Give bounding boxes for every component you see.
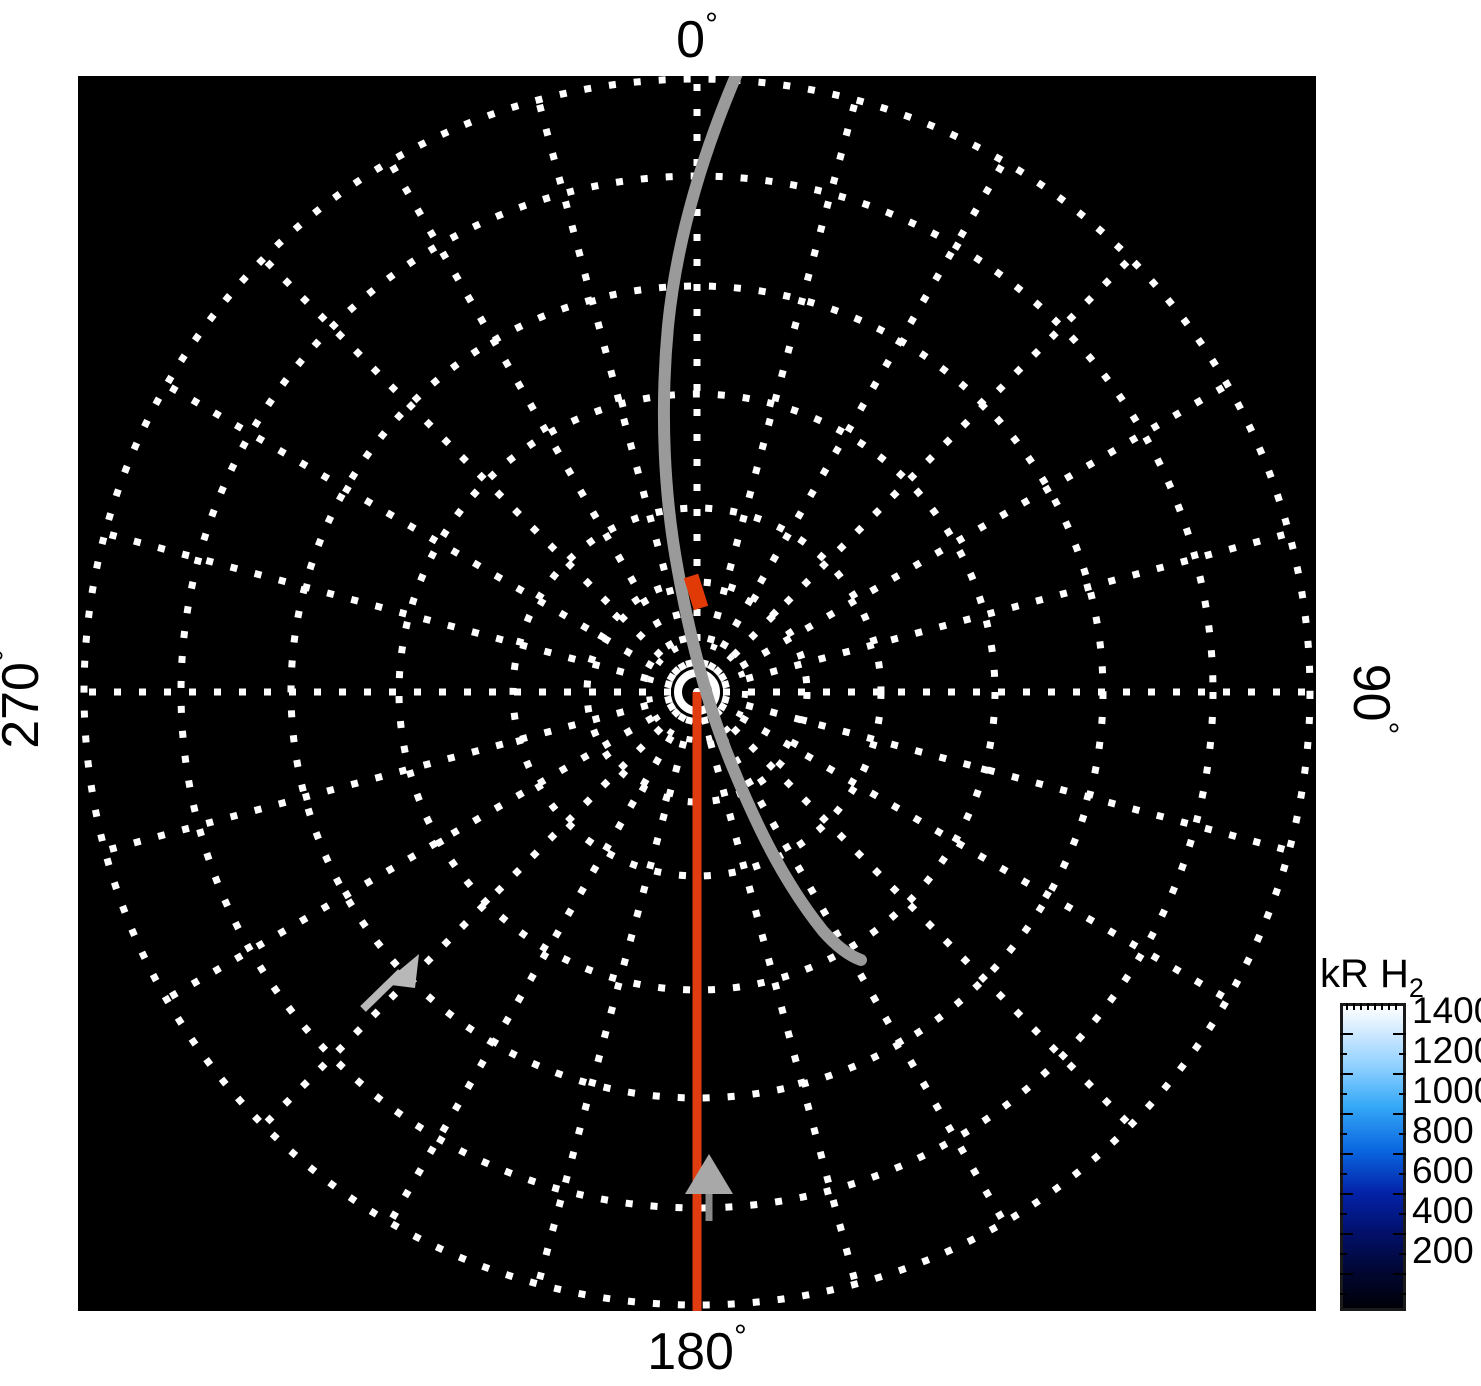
angle-label-180: 180° [0, 1320, 1394, 1378]
angle-label-270-value: 270 [0, 662, 50, 749]
track-highlight-segment [683, 573, 709, 611]
angle-label-90-value: 90 [1342, 663, 1400, 722]
colorbar-tick-label-200: 200 [1412, 1230, 1474, 1271]
colorbar-gradient [1340, 1003, 1406, 1311]
colorbar-title-main: kR H [1320, 952, 1409, 996]
polar-plot-panel[interactable] [78, 76, 1316, 1311]
degree-symbol-icon: ° [1369, 721, 1405, 735]
degree-symbol-icon: ° [0, 649, 23, 662]
angle-label-0-value: 0 [676, 11, 706, 69]
angle-label-270: 270° [0, 619, 50, 779]
arrow-vertical [685, 1154, 733, 1221]
angle-label-0: 0° [0, 8, 1394, 66]
colorbar-title-subscript: 2 [1408, 973, 1424, 1003]
colorbar-title: kR H2 [1320, 954, 1424, 1002]
colorbar-tick-label-800: 800 [1412, 1110, 1474, 1151]
colorbar-ticks [1340, 1003, 1406, 1311]
colorbar: kR H2 [1316, 950, 1481, 1330]
polar-plot-svg [78, 76, 1316, 1311]
colorbar-tick-label-400: 400 [1412, 1190, 1474, 1231]
degree-symbol-icon: ° [705, 6, 718, 42]
colorbar-tick-label-1400: 1400 [1412, 990, 1481, 1031]
arrow-diagonal [360, 954, 419, 1012]
colorbar-tick-label-600: 600 [1412, 1150, 1474, 1191]
degree-symbol-icon: ° [733, 1318, 747, 1354]
colorbar-tick-label-1000: 1000 [1412, 1070, 1481, 1111]
colorbar-tick-label-1200: 1200 [1412, 1030, 1481, 1071]
angle-label-90: 90° [1342, 619, 1405, 779]
spacecraft-track [657, 76, 867, 966]
angle-label-180-value: 180 [647, 1323, 734, 1381]
